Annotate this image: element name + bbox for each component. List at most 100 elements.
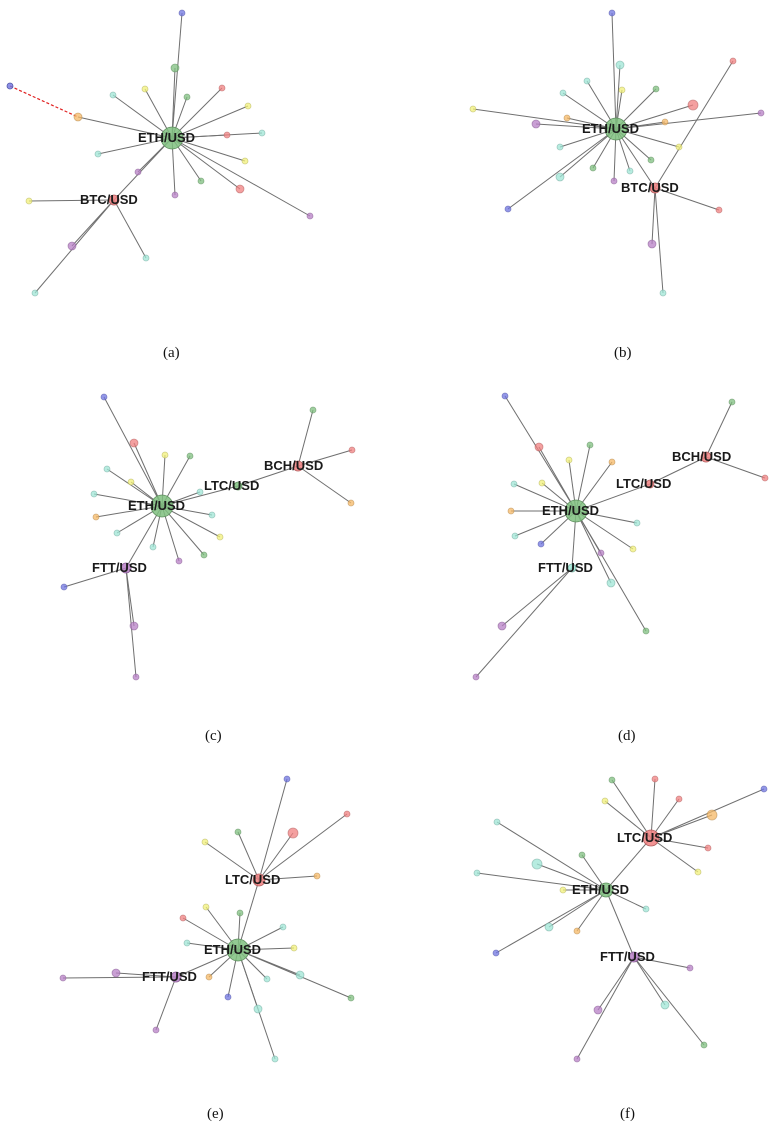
- leaf-node: [202, 903, 210, 911]
- edge: [113, 199, 147, 259]
- edge: [576, 956, 635, 1060]
- hub-label: BTC/USD: [621, 180, 679, 195]
- leaf-node: [761, 474, 769, 482]
- leaf-node: [531, 858, 543, 870]
- edge: [115, 972, 177, 978]
- leaf-node: [175, 557, 183, 565]
- edge: [237, 949, 352, 999]
- leaf-node: [111, 968, 121, 978]
- leaf-node: [25, 197, 33, 205]
- edge: [536, 863, 607, 891]
- hub-label: ETH/USD: [138, 130, 195, 145]
- hub-label: FTT/USD: [600, 949, 655, 964]
- hub-edge: [237, 465, 299, 487]
- edge: [297, 465, 352, 504]
- leaf-node: [633, 519, 641, 527]
- hub-edge: [237, 879, 260, 951]
- leaf-node: [589, 164, 597, 172]
- panel-caption: (a): [163, 345, 180, 361]
- panel-b: ETH/USD BTC/USD (b): [469, 9, 765, 361]
- edge: [597, 956, 635, 1011]
- leaf-node: [675, 795, 683, 803]
- leaf-node: [704, 844, 712, 852]
- leaf-node: [511, 532, 519, 540]
- leaf-node: [223, 131, 231, 139]
- edge: [611, 12, 617, 130]
- hub-label: ETH/USD: [128, 498, 185, 513]
- leaf-node: [216, 533, 224, 541]
- leaf-node: [67, 241, 77, 251]
- leaf-node: [687, 99, 699, 111]
- edge: [633, 956, 691, 969]
- edge: [237, 949, 276, 1060]
- edge: [575, 510, 612, 584]
- leaf-node: [647, 239, 657, 249]
- hub-node: [292, 460, 304, 472]
- leaf-node: [129, 621, 139, 631]
- leaf-node: [586, 441, 594, 449]
- edge: [633, 956, 666, 1006]
- leaf-node: [608, 9, 616, 17]
- leaf-node: [271, 1055, 279, 1063]
- leaf-node: [597, 549, 605, 557]
- edge: [204, 841, 260, 881]
- hub-node: [645, 479, 655, 489]
- leaf-node: [606, 578, 616, 588]
- leaf-node: [31, 289, 39, 297]
- leaf-node: [565, 456, 573, 464]
- leaf-node: [171, 191, 179, 199]
- edge: [501, 567, 573, 627]
- leaf-node: [59, 974, 67, 982]
- leaf-node: [343, 810, 351, 818]
- edge: [133, 442, 163, 507]
- leaf-node: [234, 828, 242, 836]
- leaf-node: [642, 905, 650, 913]
- edge: [654, 187, 664, 294]
- hub-edge: [575, 483, 651, 512]
- leaf-node: [60, 583, 68, 591]
- leaf-node: [258, 129, 266, 137]
- panel-e: ETH/USD LTC/USD FTT/USD (e): [59, 775, 355, 1122]
- leaf-node: [347, 499, 355, 507]
- edge: [495, 889, 607, 954]
- leaf-node: [152, 1026, 160, 1034]
- leaf-node: [544, 922, 554, 932]
- leaf-node: [183, 939, 191, 947]
- leaf-node: [208, 511, 216, 519]
- edge: [615, 104, 694, 130]
- leaf-node: [348, 446, 356, 454]
- edge: [507, 128, 617, 210]
- edge: [297, 449, 353, 467]
- hub-node: [120, 562, 132, 574]
- edge: [97, 137, 173, 155]
- edge: [705, 401, 733, 458]
- leaf-node: [647, 156, 655, 164]
- leaf-node: [618, 86, 626, 94]
- hub-edge: [605, 889, 635, 958]
- edge: [615, 112, 762, 130]
- leaf-node: [179, 914, 187, 922]
- leaf-node: [183, 93, 191, 101]
- hub-node: [604, 117, 628, 141]
- leaf-node: [507, 507, 515, 515]
- edge: [559, 128, 617, 178]
- leaf-node: [578, 851, 586, 859]
- leaf-node: [563, 114, 571, 122]
- leaf-node: [492, 949, 500, 957]
- leaf-node: [113, 529, 121, 537]
- hub-node: [567, 563, 577, 573]
- edge: [650, 778, 656, 839]
- edge: [575, 510, 634, 550]
- leaf-node: [141, 85, 149, 93]
- leaf-node: [218, 84, 226, 92]
- edge: [650, 814, 713, 839]
- edge: [171, 67, 176, 139]
- leaf-node: [531, 119, 541, 129]
- leaf-node: [537, 540, 545, 548]
- leaf-node: [100, 393, 108, 401]
- leaf-node: [473, 869, 481, 877]
- hub-node: [700, 451, 712, 463]
- hub-label: BTC/USD: [80, 192, 138, 207]
- leaf-node: [6, 82, 14, 90]
- leaf-node: [534, 442, 544, 452]
